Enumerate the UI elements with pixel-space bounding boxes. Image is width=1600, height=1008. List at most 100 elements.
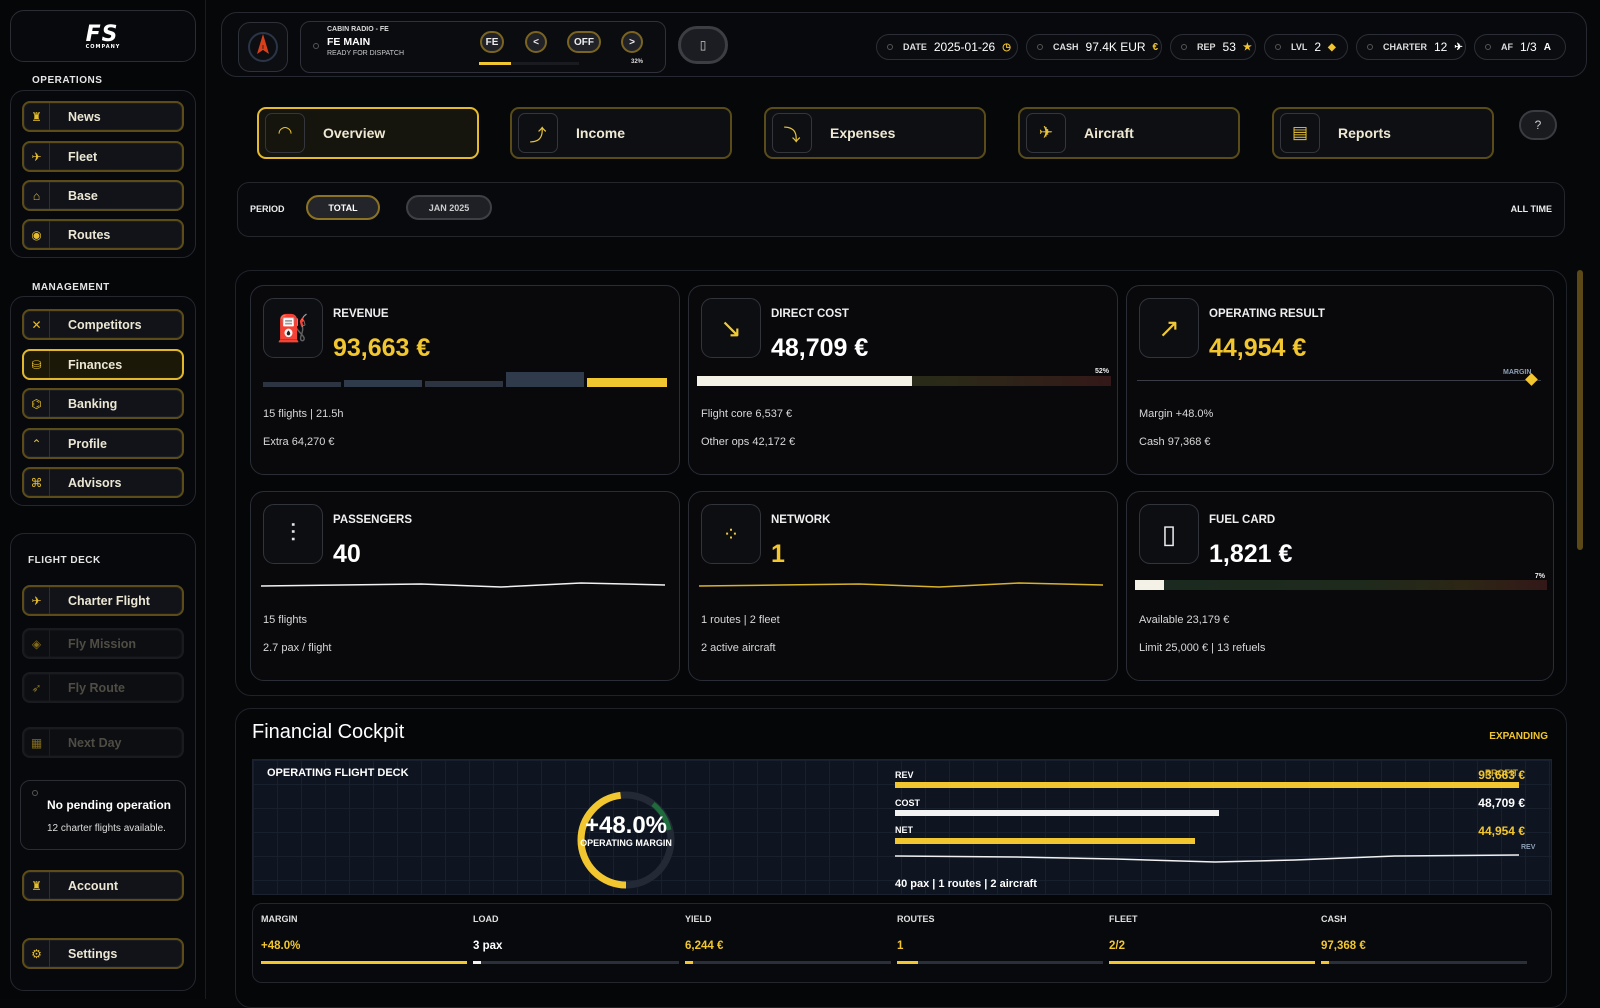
radio-name: FE MAIN <box>327 36 371 48</box>
radio-prev-button[interactable]: < <box>525 31 547 53</box>
status-dot <box>1485 44 1491 50</box>
kpi-margin: MARGIN +48.0% <box>261 914 467 964</box>
card-detail-2: 2 active aircraft <box>701 642 776 654</box>
cockpit-title: Financial Cockpit <box>252 721 405 743</box>
cost-bar-fill <box>697 376 913 386</box>
fuel-pump-icon: ⛽ <box>263 298 323 358</box>
operations-title: OPERATIONS <box>32 75 103 86</box>
tab-expenses[interactable]: ⤵ Expenses <box>764 107 986 159</box>
status-dot <box>32 790 38 796</box>
card-detail-1: Flight core 6,537 € <box>701 408 793 420</box>
diamond-icon: ◆ <box>1328 41 1336 53</box>
radio-fe-button[interactable]: FE <box>480 31 504 53</box>
lamp-icon: ♜ <box>24 103 50 130</box>
kpi-bar <box>1321 961 1527 964</box>
period-label: PERIOD <box>250 204 285 214</box>
kpi-fleet: FLEET 2/2 <box>1109 914 1315 964</box>
card-title: PASSENGERS <box>333 514 413 526</box>
clock-icon: ◷ <box>1002 41 1011 53</box>
row-value-net: 44,954 € <box>1478 824 1525 838</box>
nav-finances[interactable]: ⛁ Finances <box>22 349 184 380</box>
fuel-bar-fill <box>1135 580 1164 590</box>
status-dot <box>1181 44 1187 50</box>
margin-scale <box>1137 380 1541 381</box>
radio-off-button[interactable]: OFF <box>567 31 601 53</box>
tab-aircraft[interactable]: ✈ Aircraft <box>1018 107 1240 159</box>
kpi-label: FLEET <box>1109 914 1138 924</box>
financial-cockpit: Financial Cockpit EXPANDING OPERATING FL… <box>235 708 1567 1008</box>
kpi-value: 3 pax <box>473 940 503 952</box>
passengers-card[interactable]: ⫶ PASSENGERS 40 15 flights 2.7 pax / fli… <box>250 491 680 681</box>
kpi-bar-fill <box>1321 961 1330 964</box>
help-button[interactable]: ? <box>1519 110 1557 140</box>
nav-profile[interactable]: ⌃ Profile <box>22 428 184 459</box>
nav-banking[interactable]: ⌬ Banking <box>22 388 184 419</box>
nav-news[interactable]: ♜ News <box>22 101 184 132</box>
period-total-button[interactable]: TOTAL <box>306 195 380 220</box>
stat-level: LVL 2 ◆ <box>1264 34 1348 60</box>
nav-label: Base <box>68 188 98 203</box>
gear-icon: ⚙ <box>24 940 50 967</box>
status-dot <box>1367 44 1373 50</box>
nav-settings[interactable]: ⚙ Settings <box>22 938 184 969</box>
radio-next-button[interactable]: > <box>621 31 643 53</box>
stat-label: REP <box>1197 42 1216 52</box>
nav-fly-route[interactable]: ➶ Fly Route <box>22 672 184 703</box>
nav-next-day[interactable]: ▦ Next Day <box>22 727 184 758</box>
nav-account[interactable]: ♜ Account <box>22 870 184 901</box>
passengers-icon: ⫶ <box>263 504 323 564</box>
card-title: NETWORK <box>771 514 831 526</box>
revenue-card[interactable]: ⛽ REVENUE 93,663 € 15 flights | 21.5h Ex… <box>250 285 680 475</box>
revenue-bar <box>506 372 584 387</box>
stat-label: DATE <box>903 42 927 52</box>
card-title: DIRECT COST <box>771 308 849 320</box>
company-logo[interactable]: FS COMPANY <box>10 10 196 62</box>
nav-label: Banking <box>68 396 118 411</box>
stat-value: 2025-01-26 <box>933 40 996 54</box>
stat-value: 97.4K EUR <box>1085 40 1146 54</box>
report-icon: ▤ <box>1280 113 1320 153</box>
period-jan-2025-button[interactable]: JAN 2025 <box>406 195 492 220</box>
kpi-bar-fill <box>1109 961 1315 964</box>
nav-fly-mission[interactable]: ◈ Fly Mission <box>22 628 184 659</box>
tab-label: Overview <box>323 125 386 141</box>
stat-label: CHARTER <box>1383 42 1427 52</box>
coins-icon: ⛁ <box>24 351 50 378</box>
scrollbar-thumb[interactable] <box>1577 270 1583 550</box>
profit-tag: PROFIT <box>1485 768 1518 778</box>
plane-icon: ✈ <box>24 587 50 614</box>
operating-result-card[interactable]: ↗ OPERATING RESULT 44,954 € MARGIN Margi… <box>1126 285 1554 475</box>
nav-base[interactable]: ⌂ Base <box>22 180 184 211</box>
cost-bar-track <box>697 376 1111 386</box>
card-title: REVENUE <box>333 308 389 320</box>
nav-advisors[interactable]: ⌘ Advisors <box>22 467 184 498</box>
card-detail-1: 1 routes | 2 fleet <box>701 614 780 626</box>
nav-label: Settings <box>68 946 118 961</box>
kpi-cash: CASH 97,368 € <box>1321 914 1527 964</box>
fuel-card[interactable]: ▯ FUEL CARD 1,821 € 7% Available 23,179 … <box>1126 491 1554 681</box>
logo-text: FS <box>85 22 119 47</box>
row-value-rev: 93,663 € <box>1478 768 1525 782</box>
mobile-button[interactable]: ▯ <box>678 26 728 64</box>
tab-overview[interactable]: ◠ Overview <box>257 107 479 159</box>
nav-label: Fly Mission <box>68 636 137 651</box>
wings-icon: ⌃ <box>24 430 50 457</box>
compass-button[interactable]: ! <box>238 22 288 72</box>
nav-fleet[interactable]: ✈ Fleet <box>22 141 184 172</box>
kpi-bar-fill <box>897 961 918 964</box>
nav-charter-flight[interactable]: ✈ Charter Flight <box>22 585 184 616</box>
stat-reputation: REP 53 ★ <box>1170 34 1256 60</box>
nav-competitors[interactable]: ✕ Competitors <box>22 309 184 340</box>
tab-income[interactable]: ⤴ Income <box>510 107 732 159</box>
tab-reports[interactable]: ▤ Reports <box>1272 107 1494 159</box>
row-label-cost: COST <box>895 798 921 808</box>
calendar-icon: ▦ <box>24 729 50 756</box>
management-title: MANAGEMENT <box>32 282 110 293</box>
network-card[interactable]: ⁘ NETWORK 1 1 routes | 2 fleet 2 active … <box>688 491 1118 681</box>
gauge-icon: ◠ <box>265 113 305 153</box>
star-icon: ★ <box>1242 41 1252 53</box>
direct-cost-card[interactable]: ↘ DIRECT COST 48,709 € 52% Flight core 6… <box>688 285 1118 475</box>
radio-volume-track[interactable] <box>479 62 579 65</box>
radio-status-dot <box>313 43 319 49</box>
nav-routes[interactable]: ◉ Routes <box>22 219 184 250</box>
